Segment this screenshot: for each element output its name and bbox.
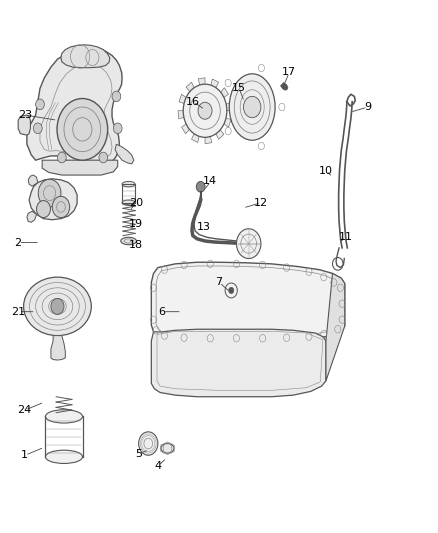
Ellipse shape — [122, 200, 135, 205]
Polygon shape — [326, 273, 345, 381]
Polygon shape — [220, 88, 229, 98]
Text: 17: 17 — [282, 68, 296, 77]
Circle shape — [38, 179, 61, 207]
Ellipse shape — [46, 450, 82, 464]
Text: 11: 11 — [339, 232, 353, 243]
Circle shape — [57, 152, 66, 163]
Polygon shape — [211, 79, 219, 88]
Ellipse shape — [229, 74, 275, 140]
Circle shape — [237, 229, 261, 259]
Ellipse shape — [161, 443, 174, 453]
Text: 18: 18 — [129, 240, 143, 250]
Circle shape — [198, 102, 212, 119]
Polygon shape — [178, 111, 185, 119]
Polygon shape — [191, 133, 199, 142]
Circle shape — [112, 91, 121, 102]
Ellipse shape — [122, 181, 135, 187]
Polygon shape — [51, 336, 65, 360]
Polygon shape — [215, 129, 224, 139]
Ellipse shape — [46, 410, 82, 423]
Polygon shape — [186, 82, 194, 93]
Circle shape — [196, 181, 205, 192]
Polygon shape — [61, 45, 110, 68]
Text: 10: 10 — [319, 166, 333, 176]
Polygon shape — [42, 160, 118, 175]
Text: 1: 1 — [21, 450, 28, 460]
Text: 16: 16 — [186, 96, 200, 107]
Circle shape — [139, 432, 158, 455]
Circle shape — [52, 196, 70, 217]
Polygon shape — [151, 329, 326, 397]
Text: 20: 20 — [129, 198, 143, 208]
Ellipse shape — [121, 237, 137, 245]
Text: 19: 19 — [129, 219, 143, 229]
Circle shape — [33, 123, 42, 134]
Text: 12: 12 — [254, 198, 268, 208]
Text: 5: 5 — [135, 449, 142, 458]
Text: 23: 23 — [18, 110, 32, 120]
Polygon shape — [205, 135, 212, 144]
Polygon shape — [225, 102, 232, 111]
Text: 14: 14 — [203, 176, 217, 187]
Text: 6: 6 — [159, 306, 166, 317]
Circle shape — [244, 96, 261, 118]
Text: 15: 15 — [232, 83, 246, 93]
Polygon shape — [198, 78, 205, 86]
Polygon shape — [28, 175, 38, 186]
Circle shape — [183, 84, 227, 138]
Circle shape — [35, 99, 44, 110]
Polygon shape — [18, 115, 30, 135]
Polygon shape — [29, 179, 77, 220]
Text: 9: 9 — [364, 102, 371, 112]
Circle shape — [36, 200, 50, 217]
Polygon shape — [223, 118, 231, 127]
Circle shape — [113, 123, 122, 134]
Text: 4: 4 — [154, 461, 162, 471]
Text: 2: 2 — [14, 238, 22, 247]
Polygon shape — [182, 124, 190, 134]
Circle shape — [51, 298, 64, 314]
Polygon shape — [151, 262, 345, 340]
Polygon shape — [281, 83, 288, 90]
Text: 7: 7 — [215, 278, 223, 287]
Text: 24: 24 — [18, 405, 32, 415]
Polygon shape — [179, 94, 187, 104]
Text: 21: 21 — [11, 306, 25, 317]
Ellipse shape — [24, 277, 91, 336]
Polygon shape — [27, 47, 122, 169]
Polygon shape — [115, 144, 134, 164]
Circle shape — [229, 287, 234, 294]
Ellipse shape — [197, 183, 205, 188]
Text: 13: 13 — [197, 222, 211, 232]
Polygon shape — [27, 211, 36, 222]
Circle shape — [99, 152, 108, 163]
Circle shape — [57, 99, 108, 160]
